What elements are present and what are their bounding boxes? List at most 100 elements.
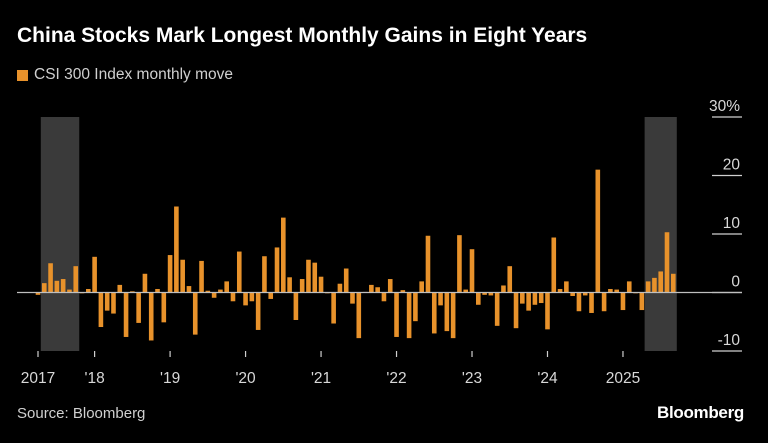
y-tick-label: 20 [723,157,741,174]
bar [551,237,557,293]
x-tick-label: 2017 [21,370,55,387]
bar [161,292,167,323]
bloomberg-logo: Bloomberg [656,403,744,422]
bar [337,283,343,293]
bar [526,292,531,311]
bar [318,276,324,293]
bar [262,256,267,293]
bar [570,292,575,297]
x-tick-label: '19 [160,370,180,387]
bar [230,292,236,302]
bar [513,292,519,329]
bar [54,280,60,293]
bar [431,292,437,334]
bar [413,292,418,322]
bar [438,292,443,306]
legend-swatch [17,69,28,81]
bar [419,281,424,293]
bar [48,263,53,293]
bar [205,290,211,293]
bar [249,292,255,302]
bar [557,288,563,293]
bar [507,266,513,293]
bar [582,292,588,296]
bar [545,292,550,330]
bar [400,290,406,293]
bar [589,292,594,313]
bar [406,292,412,339]
bar [476,292,481,305]
bar [306,259,311,293]
x-tick-label: '22 [386,370,406,387]
bar [463,289,469,293]
bar [520,292,525,304]
bar [469,249,475,293]
bar [293,292,299,320]
bar [658,271,664,293]
bar [532,292,538,305]
bar [444,292,450,332]
bar [425,235,431,293]
bar [274,247,280,293]
bar [287,277,292,293]
x-tick-label: '24 [537,370,558,387]
bar [614,289,619,293]
bar [576,292,582,312]
bar [664,232,670,293]
bar [494,292,500,326]
bar [180,259,185,293]
bar [92,256,97,293]
bar [86,288,91,293]
bar [488,292,494,296]
bar [387,279,393,293]
y-tick-label: 10 [723,215,741,232]
bar [457,235,462,293]
chart-title: China Stocks Mark Longest Monthly Gains … [17,24,588,47]
source-note: Source: Bloomberg [17,405,146,422]
bar [218,289,223,293]
bar [67,289,72,293]
bar [639,292,645,311]
x-tick-label: 2025 [606,370,640,387]
bar [595,169,601,293]
x-tick-label: '23 [462,370,482,387]
bar [174,206,179,293]
bar [482,292,487,295]
bar [350,292,355,304]
bar [394,292,399,337]
x-tick-label: '20 [235,370,256,387]
bar [73,266,79,293]
bar [60,279,66,293]
bar [136,292,141,323]
bar [299,279,305,293]
bar [104,292,110,311]
bar [564,281,569,293]
bar [369,284,374,293]
bar [142,273,148,293]
legend-label: CSI 300 Index monthly move [34,66,234,83]
bar [98,292,104,328]
bar [199,260,204,293]
bar [123,292,129,337]
bar [148,292,154,341]
bar [155,288,160,293]
bar [35,292,41,295]
bar [117,284,123,293]
bar [356,292,362,339]
bar [41,283,47,293]
bar [381,292,387,302]
bar [501,285,506,293]
x-tick-label: '21 [311,370,331,387]
bar [281,217,286,293]
bar [167,255,173,293]
bar [111,292,116,314]
bar [236,251,242,293]
bar [645,281,651,293]
bar [224,281,229,293]
bar [375,287,380,293]
bar [601,292,607,312]
bar [312,262,318,293]
bar [343,268,349,293]
bar [268,292,274,299]
